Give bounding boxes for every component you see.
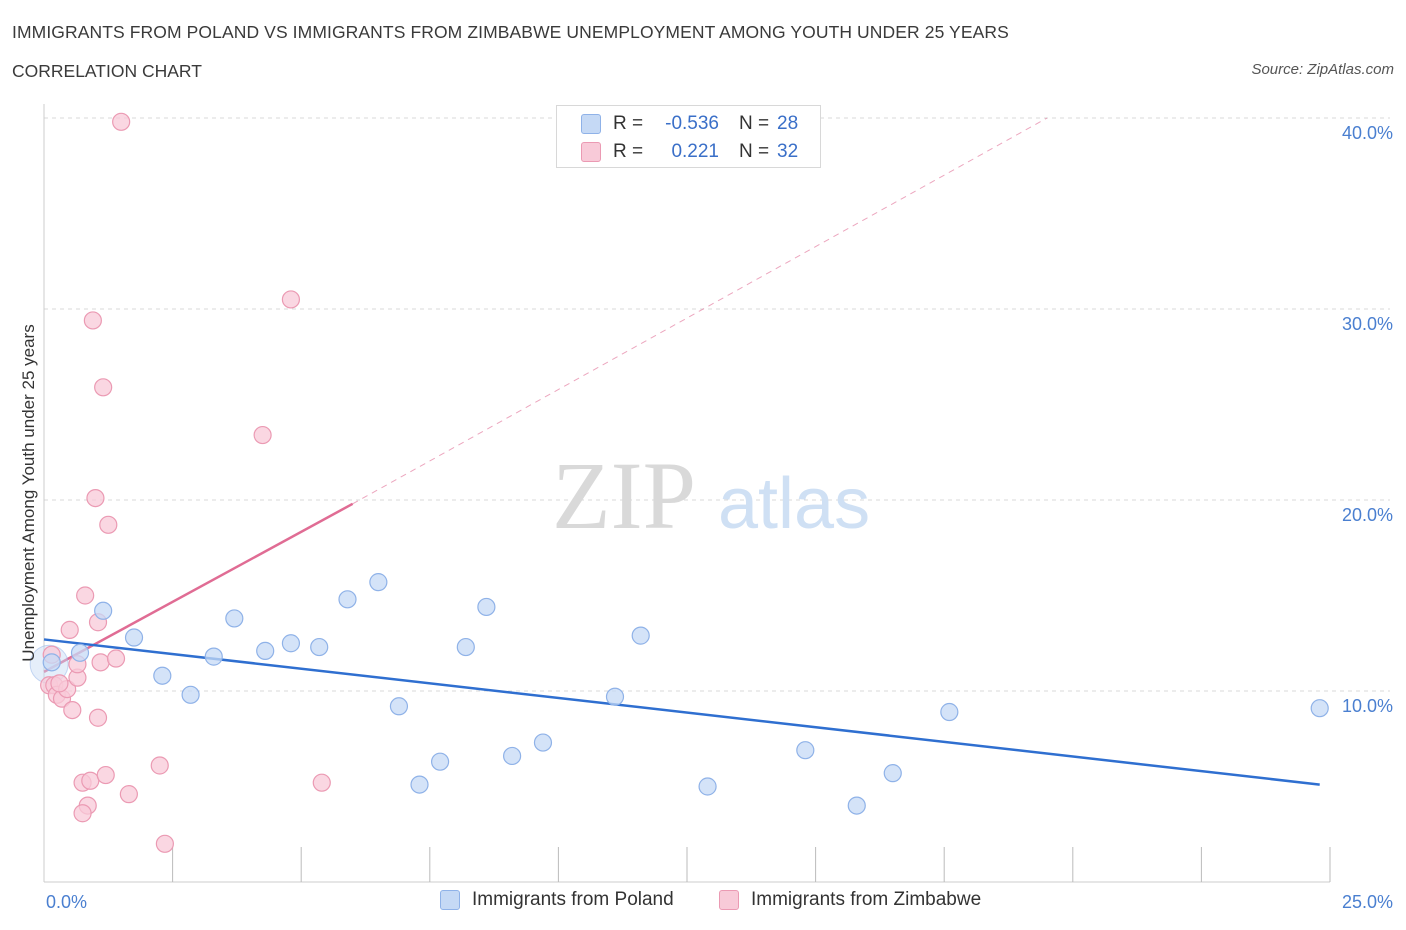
poland-point bbox=[796, 741, 815, 760]
watermark-zip: ZIP bbox=[552, 442, 696, 549]
zimbabwe-point bbox=[88, 708, 108, 727]
zimbabwe-point bbox=[99, 515, 118, 534]
zimbabwe-point bbox=[81, 771, 100, 790]
zimbabwe-point bbox=[63, 700, 82, 720]
zimbabwe-point bbox=[83, 311, 102, 330]
zimbabwe-legend-swatch bbox=[719, 890, 739, 910]
zimbabwe-r-value: 0.221 bbox=[671, 141, 719, 162]
poland-point bbox=[698, 777, 717, 796]
poland-point bbox=[338, 590, 357, 609]
poland-point bbox=[369, 573, 388, 592]
chart-subtitle: CORRELATION CHART bbox=[12, 61, 202, 81]
zimbabwe-r-label: R = bbox=[613, 141, 644, 162]
poland-trend-line bbox=[43, 638, 1320, 786]
poland-point bbox=[256, 641, 275, 660]
poland-point bbox=[70, 643, 90, 662]
zimbabwe-n-value: 32 bbox=[777, 141, 799, 162]
poland-swatch bbox=[581, 114, 601, 134]
zimbabwe-point bbox=[253, 425, 272, 445]
poland-r-value: -0.536 bbox=[665, 113, 719, 134]
watermark: ZIP atlas bbox=[552, 442, 870, 549]
poland-point bbox=[1310, 699, 1329, 718]
poland-point bbox=[310, 637, 329, 657]
poland-point bbox=[153, 666, 172, 685]
series-legend: Immigrants from Poland Immigrants from Z… bbox=[0, 889, 1406, 915]
source-label: Source: ZipAtlas.com bbox=[1251, 61, 1394, 78]
y-axis-label: Unemployment Among Youth under 25 years bbox=[19, 324, 38, 661]
watermark-atlas: atlas bbox=[718, 464, 870, 544]
poland-point bbox=[533, 733, 553, 752]
poland-point bbox=[847, 796, 866, 815]
chart-title: IMMIGRANTS FROM POLAND VS IMMIGRANTS FRO… bbox=[12, 22, 1009, 42]
zimbabwe-point bbox=[86, 488, 105, 508]
zimbabwe-point bbox=[112, 112, 131, 131]
zimbabwe-point bbox=[106, 649, 126, 668]
poland-n-label: N = bbox=[739, 113, 770, 134]
legend-row-zimbabwe: R = 0.221 N = 32 bbox=[581, 139, 798, 165]
grid-lines bbox=[44, 117, 1390, 692]
poland-point bbox=[204, 647, 223, 666]
poland-point bbox=[94, 601, 113, 620]
zimbabwe-trend-line bbox=[43, 502, 354, 673]
poland-point bbox=[281, 634, 301, 653]
poland-point bbox=[430, 752, 450, 771]
zimbabwe-point bbox=[96, 765, 115, 785]
x-tick-label-min: 0.0% bbox=[46, 892, 87, 912]
legend-item-poland[interactable]: Immigrants from Poland bbox=[440, 889, 674, 911]
poland-r-label: R = bbox=[613, 113, 644, 134]
poland-point bbox=[883, 764, 902, 783]
poland-point bbox=[477, 597, 496, 617]
legend-item-zimbabwe[interactable]: Immigrants from Zimbabwe bbox=[719, 889, 981, 911]
zimbabwe-trend-extension bbox=[352, 117, 1048, 505]
poland-point bbox=[605, 687, 625, 706]
poland-point bbox=[410, 775, 429, 794]
poland-point bbox=[389, 697, 409, 716]
x-tick-label-max: 25.0% bbox=[1342, 892, 1393, 912]
poland-point bbox=[503, 746, 522, 766]
zimbabwe-swatch bbox=[581, 142, 601, 162]
poland-point bbox=[42, 653, 61, 672]
zimbabwe-point bbox=[73, 804, 92, 823]
data-points bbox=[29, 112, 1329, 853]
y-tick-label: 30.0% bbox=[1342, 314, 1393, 334]
zimbabwe-point bbox=[312, 773, 331, 792]
poland-n-value: 28 bbox=[777, 113, 799, 134]
trend-lines bbox=[43, 117, 1320, 786]
zimbabwe-point bbox=[155, 834, 174, 853]
y-tick-labels: 10.0% 20.0% 30.0% 40.0% bbox=[1342, 123, 1393, 716]
correlation-legend: R = -0.536 N = 28 R = 0.221 N = 32 bbox=[556, 105, 821, 168]
zimbabwe-point bbox=[60, 620, 79, 639]
poland-legend-label: Immigrants from Poland bbox=[472, 889, 674, 910]
y-tick-label: 10.0% bbox=[1342, 696, 1393, 716]
axes bbox=[43, 104, 1331, 883]
poland-point bbox=[631, 626, 650, 645]
poland-point bbox=[181, 685, 200, 704]
poland-point bbox=[124, 628, 144, 647]
zimbabwe-n-label: N = bbox=[739, 141, 770, 162]
zimbabwe-point bbox=[281, 290, 301, 309]
zimbabwe-legend-label: Immigrants from Zimbabwe bbox=[751, 889, 982, 910]
zimbabwe-point bbox=[150, 756, 169, 775]
zimbabwe-point bbox=[91, 653, 110, 672]
zimbabwe-point bbox=[94, 378, 113, 397]
poland-point bbox=[456, 637, 475, 657]
zimbabwe-point bbox=[119, 785, 138, 804]
y-tick-label: 40.0% bbox=[1342, 123, 1393, 143]
poland-point bbox=[225, 609, 244, 628]
legend-row-poland: R = -0.536 N = 28 bbox=[581, 111, 798, 137]
zimbabwe-point bbox=[50, 674, 69, 693]
poland-legend-swatch bbox=[440, 890, 460, 910]
y-tick-label: 20.0% bbox=[1342, 505, 1393, 525]
poland-point bbox=[940, 702, 959, 722]
zimbabwe-point bbox=[76, 586, 95, 605]
